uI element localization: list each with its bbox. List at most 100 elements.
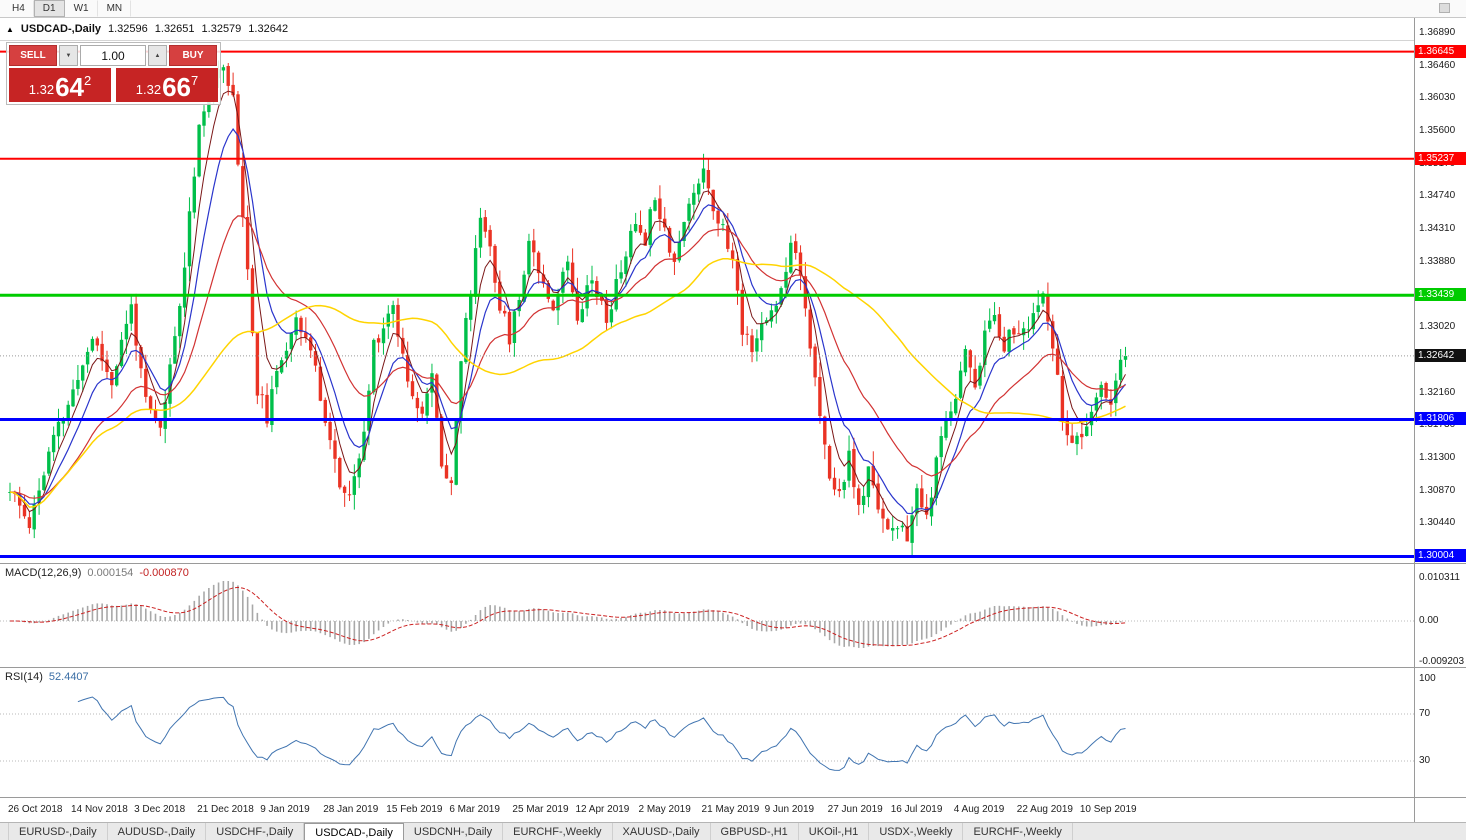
arrow-up-icon: ▲ (154, 52, 161, 59)
rsi-line (77, 696, 1126, 771)
chart-tab-usdcnh-daily[interactable]: USDCNH-,Daily (404, 823, 504, 840)
chart-tabs-bar: EURUSD-,Daily AUDUSD-,Daily USDCHF-,Daily U… (0, 822, 1466, 840)
ma-line-24 (9, 215, 1126, 499)
price-axis-label: 1.35600 (1419, 125, 1456, 136)
price-axis-label: 1.32160 (1419, 387, 1456, 398)
rsi-panel: 100 70 30 RSI(14) 52.4407 (0, 667, 1466, 797)
chart-tab-eurchf-weekly[interactable]: EURCHF-,Weekly (963, 823, 1073, 840)
price-axis-label: 1.34310 (1419, 223, 1456, 234)
chart-tab-eurchf-weekly[interactable]: EURCHF-,Weekly (503, 823, 613, 840)
timeframe-button-group: H4 D1 W1 MN (3, 0, 132, 17)
sell-price-big: 64 (55, 72, 84, 102)
buy-price-button[interactable]: 1.32 66 7 (116, 68, 218, 102)
ohlc-open: 1.32596 (108, 23, 148, 35)
chart-tab-gbpusd-h1[interactable]: GBPUSD-,H1 (711, 823, 799, 840)
date-label: 25 Mar 2019 (512, 804, 569, 815)
collapse-arrow-icon[interactable]: ▲ (6, 24, 14, 34)
macd-axis: 0.010311 0.00 -0.009203 (1414, 564, 1466, 667)
chart-tab-xauusd-daily[interactable]: XAUUSD-,Daily (613, 823, 711, 840)
chart-tab-usdchf-daily[interactable]: USDCHF-,Daily (206, 823, 305, 840)
macd-signal-value: -0.000870 (139, 567, 189, 579)
date-label: 10 Sep 2019 (1079, 804, 1137, 815)
resistance-line-upper-tag: 1.36645 (1415, 45, 1466, 58)
price-chart-canvas[interactable] (0, 18, 1414, 563)
ohlc-low: 1.32579 (201, 23, 242, 35)
macd-title: MACD(12,26,9) (5, 567, 82, 579)
date-label: 27 Jun 2019 (827, 804, 883, 815)
chart-tab-usdx-weekly[interactable]: USDX-,Weekly (869, 823, 964, 840)
timeframe-button-h4[interactable]: H4 (3, 0, 34, 17)
price-axis-label: 1.33020 (1419, 321, 1456, 332)
date-label: 12 Apr 2019 (575, 804, 630, 815)
symbol-name: USDCAD-,Daily (20, 23, 101, 35)
buy-price-pip: 7 (191, 73, 199, 88)
price-axis-label: 1.30440 (1419, 517, 1456, 528)
support-line-lower-tag: 1.30004 (1415, 549, 1466, 562)
date-label: 15 Feb 2019 (386, 804, 443, 815)
price-panel: 1.368901.364601.360301.356001.351701.347… (0, 18, 1466, 563)
price-axis-label: 1.36890 (1419, 27, 1456, 38)
timeframe-button-d1[interactable]: D1 (33, 0, 65, 17)
price-axis-label: 1.36460 (1419, 60, 1456, 71)
date-label: 22 Aug 2019 (1016, 804, 1073, 815)
timeframe-button-mn[interactable]: MN (98, 0, 132, 17)
volume-increase-button[interactable]: ▲ (148, 45, 167, 66)
ohlc-high: 1.32651 (154, 23, 195, 35)
date-label: 9 Jun 2019 (764, 804, 815, 815)
buy-button[interactable]: BUY (169, 45, 217, 66)
rsi-axis-label: 30 (1419, 755, 1431, 766)
rsi-title: RSI(14) (5, 671, 43, 683)
chart-tab-eurusd-daily[interactable]: EURUSD-,Daily (8, 823, 108, 840)
chart-tab-audusd-daily[interactable]: AUDUSD-,Daily (108, 823, 207, 840)
date-label: 3 Dec 2018 (134, 804, 186, 815)
axis-corner (1414, 798, 1466, 822)
ma-line-5 (9, 90, 1126, 530)
time-axis[interactable]: 26 Oct 2018 14 Nov 2018 3 Dec 2018 21 Dec 2… (0, 797, 1466, 822)
volume-decrease-button[interactable]: ▼ (59, 45, 78, 66)
sell-price-prefix: 1.32 (28, 82, 55, 97)
support-line-blue-tag: 1.31806 (1415, 412, 1466, 425)
timeframe-toolbar: H4 D1 W1 MN (0, 0, 1466, 18)
sell-price-button[interactable]: 1.32 64 2 (9, 68, 111, 102)
macd-panel: 0.010311 0.00 -0.009203 MACD(12,26,9) 0.00… (0, 563, 1466, 667)
price-axis-label: 1.34740 (1419, 190, 1456, 201)
chart-window: 1.368901.364601.360301.356001.351701.347… (0, 18, 1466, 822)
date-label: 21 May 2019 (701, 804, 760, 815)
rsi-axis: 100 70 30 (1414, 668, 1466, 797)
price-axis[interactable]: 1.368901.364601.360301.356001.351701.347… (1414, 18, 1466, 563)
ohlc-close: 1.32642 (248, 23, 289, 35)
timeframe-button-w1[interactable]: W1 (65, 0, 98, 17)
macd-canvas[interactable] (0, 564, 1414, 667)
buy-price-prefix: 1.32 (135, 82, 162, 97)
date-label: 6 Mar 2019 (449, 804, 500, 815)
chart-tab-usdcad-daily[interactable]: USDCAD-,Daily (304, 823, 404, 840)
arrow-down-icon: ▼ (65, 52, 72, 59)
date-label: 14 Nov 2018 (71, 804, 128, 815)
date-label: 9 Jan 2019 (260, 804, 310, 815)
rsi-canvas[interactable] (0, 668, 1414, 797)
candles-layer (8, 60, 1128, 557)
macd-header: MACD(12,26,9) 0.000154 -0.000870 (5, 567, 189, 579)
rsi-value: 52.4407 (48, 671, 89, 683)
macd-axis-label: -0.009203 (1419, 656, 1465, 667)
rsi-axis-label: 100 (1419, 673, 1436, 684)
buy-price-big: 66 (162, 72, 191, 102)
macd-axis-label: 0.00 (1419, 615, 1439, 626)
toolbar-grip-icon[interactable] (1439, 3, 1450, 13)
chart-tab-ukoil-h1[interactable]: UKOil-,H1 (799, 823, 870, 840)
volume-input[interactable] (80, 45, 146, 66)
date-label: 26 Oct 2018 (8, 804, 63, 815)
trade-prices-row: 1.32 64 2 1.32 66 7 (9, 68, 218, 102)
price-axis-label: 1.33880 (1419, 256, 1456, 267)
macd-main-value: 0.000154 (87, 567, 134, 579)
ma-line-10 (9, 128, 1126, 515)
macd-axis-label: 0.010311 (1419, 572, 1460, 583)
rsi-axis-label: 70 (1419, 708, 1431, 719)
date-label: 28 Jan 2019 (323, 804, 379, 815)
date-label: 21 Dec 2018 (197, 804, 254, 815)
price-axis-label: 1.36030 (1419, 92, 1456, 103)
sell-button[interactable]: SELL (9, 45, 57, 66)
macd-histogram (14, 581, 1122, 648)
